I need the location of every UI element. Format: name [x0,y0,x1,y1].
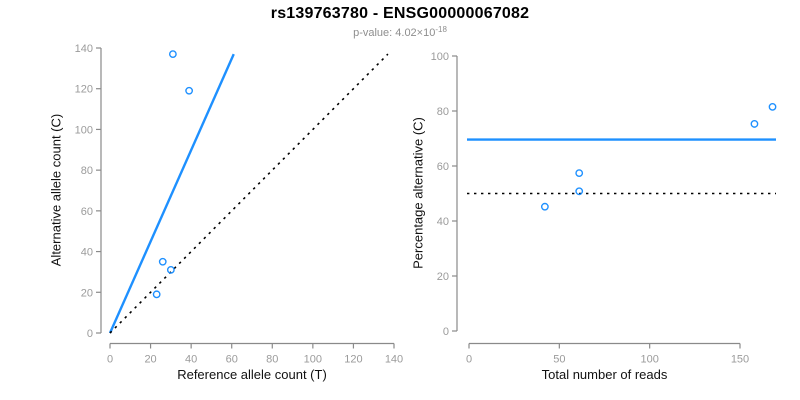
y-tick-label: 80 [81,165,93,177]
x-tick-label: 40 [185,354,197,366]
right-xaxis-title: Total number of reads [541,367,668,382]
x-tick-label: 0 [107,354,113,366]
p-value-text: p-value: 4.02×10 [353,27,436,39]
data-point [152,290,161,299]
p-value-exponent: -18 [435,25,447,34]
left-yaxis-title: Alternative allele count (C) [48,113,64,267]
x-tick-label: 80 [266,354,278,366]
data-point [540,202,549,211]
y-tick-label: 120 [75,84,93,96]
y-tick-label: 0 [443,326,449,338]
x-tick-label: 50 [553,354,565,366]
figure-title: rs139763780 - ENSG00000067082 [270,5,530,22]
x-tick-label: 100 [640,354,658,366]
y-tick-label: 60 [81,206,93,218]
data-point [185,86,194,95]
y-tick-label: 60 [437,161,449,173]
y-tick-label: 100 [75,124,93,136]
data-point [750,120,759,128]
x-tick-label: 20 [144,354,156,366]
y-tick-label: 140 [75,43,93,55]
x-tick-label: 150 [731,354,749,366]
chart-percentage-alternative: 0 50 100 150 0 20 40 60 80 100 [431,51,777,366]
identity-line [109,53,389,334]
y-tick-label: 80 [437,106,449,118]
x-tick-label: 140 [385,354,403,366]
left-xaxis-title: Reference allele count (T) [177,367,327,382]
y-tick-label: 100 [431,51,449,63]
right-yaxis-title: Percentage alternative (C) [410,117,426,269]
data-point [768,102,777,111]
x-tick-label: 0 [466,354,472,366]
y-tick-label: 0 [87,328,93,340]
data-point [575,169,584,178]
chart-allele-counts: 0 20 40 60 80 100 120 140 0 20 40 60 80 100 120 140 [75,43,404,366]
figure-subtitle: p-value: 4.02×10-18 [0,25,800,39]
data-point [168,50,177,59]
x-tick-label: 60 [226,354,238,366]
y-tick-label: 20 [81,287,93,299]
y-tick-label: 40 [81,247,93,259]
data-point [166,265,175,274]
data-point [575,187,584,196]
x-tick-label: 120 [344,354,362,366]
y-tick-label: 20 [437,271,449,283]
fit-line [108,53,235,334]
data-point [158,257,167,266]
y-tick-label: 40 [437,216,449,228]
x-tick-label: 100 [304,354,322,366]
